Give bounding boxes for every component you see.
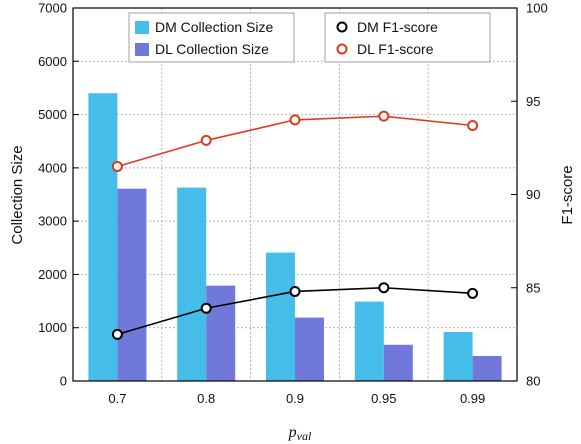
y-right-axis-title: F1-score [559,165,576,224]
point-dl-f1 [200,134,212,146]
bar-dm-collection [266,252,295,381]
bar-dl-collection [295,317,324,381]
legend-label-dm-f1: DM F1-score [357,19,438,35]
point-dm-f1 [111,328,123,340]
bar-dl-collection [117,188,147,381]
point-dm-f1 [200,302,212,314]
lines-layer [111,110,479,340]
point-dm-f1 [467,287,479,299]
y-left-tick-label: 4000 [38,160,67,175]
bar-dm-collection [443,331,473,381]
bar-dl-collection [383,344,413,381]
y-left-tick-label: 5000 [38,107,67,122]
y-right-tick-label: 95 [526,94,540,109]
x-tick-label: 0.99 [460,391,485,406]
y-right-tick-label: 100 [526,1,548,16]
y-left-tick-label: 3000 [38,214,67,229]
y-left-tick-label: 7000 [38,1,67,16]
bar-dm-collection [354,301,384,381]
legend-lines: DM F1-score DL F1-score [324,12,491,63]
y-left-tick-label: 6000 [38,54,67,69]
axes-layer: 0 1000 2000 3000 4000 5000 6000 7000 80 85 90 95 100… [38,1,548,407]
point-dm-f1 [378,282,390,294]
point-dl-f1 [289,114,301,126]
x-tick-label: 0.8 [197,391,215,406]
legend-lines-frame [324,12,491,63]
x-tick-label: 0.9 [286,391,304,406]
legend-swatch-dm-collection [135,21,149,34]
legend-label-dl-collection: DL Collection Size [155,41,269,57]
bar-dm-collection [177,187,207,381]
bar-dl-collection [206,285,236,381]
legend-marker-dl-f1 [336,43,348,55]
legend-swatch-dl-collection [135,43,149,56]
bar-dl-collection [472,355,502,381]
legend-bars-frame [128,12,295,63]
x-axis-title-main: p [288,424,297,441]
y-left-axis-title: Collection Size [9,145,26,244]
y-right-tick-label: 85 [526,280,540,295]
x-axis-title: pval [288,424,312,443]
bar-dm-collection [88,93,118,381]
legend-marker-dm-f1 [336,21,348,33]
legend-bars: DM Collection Size DL Collection Size [128,12,295,63]
y-left-tick-label: 0 [60,374,67,389]
y-right-tick-label: 90 [526,187,540,202]
y-right-tick-label: 80 [526,374,540,389]
point-dl-f1 [378,110,390,122]
x-tick-label: 0.7 [108,391,126,406]
point-dl-f1 [111,161,123,173]
bars-layer [88,93,502,381]
y-left-tick-label: 1000 [38,320,67,335]
x-tick-label: 0.95 [371,391,396,406]
point-dl-f1 [467,119,479,131]
point-dm-f1 [289,285,301,297]
y-left-tick-label: 2000 [38,267,67,282]
legend-label-dl-f1: DL F1-score [357,41,434,57]
x-axis-title-sub: val [297,429,312,443]
legend-label-dm-collection: DM Collection Size [155,19,273,35]
